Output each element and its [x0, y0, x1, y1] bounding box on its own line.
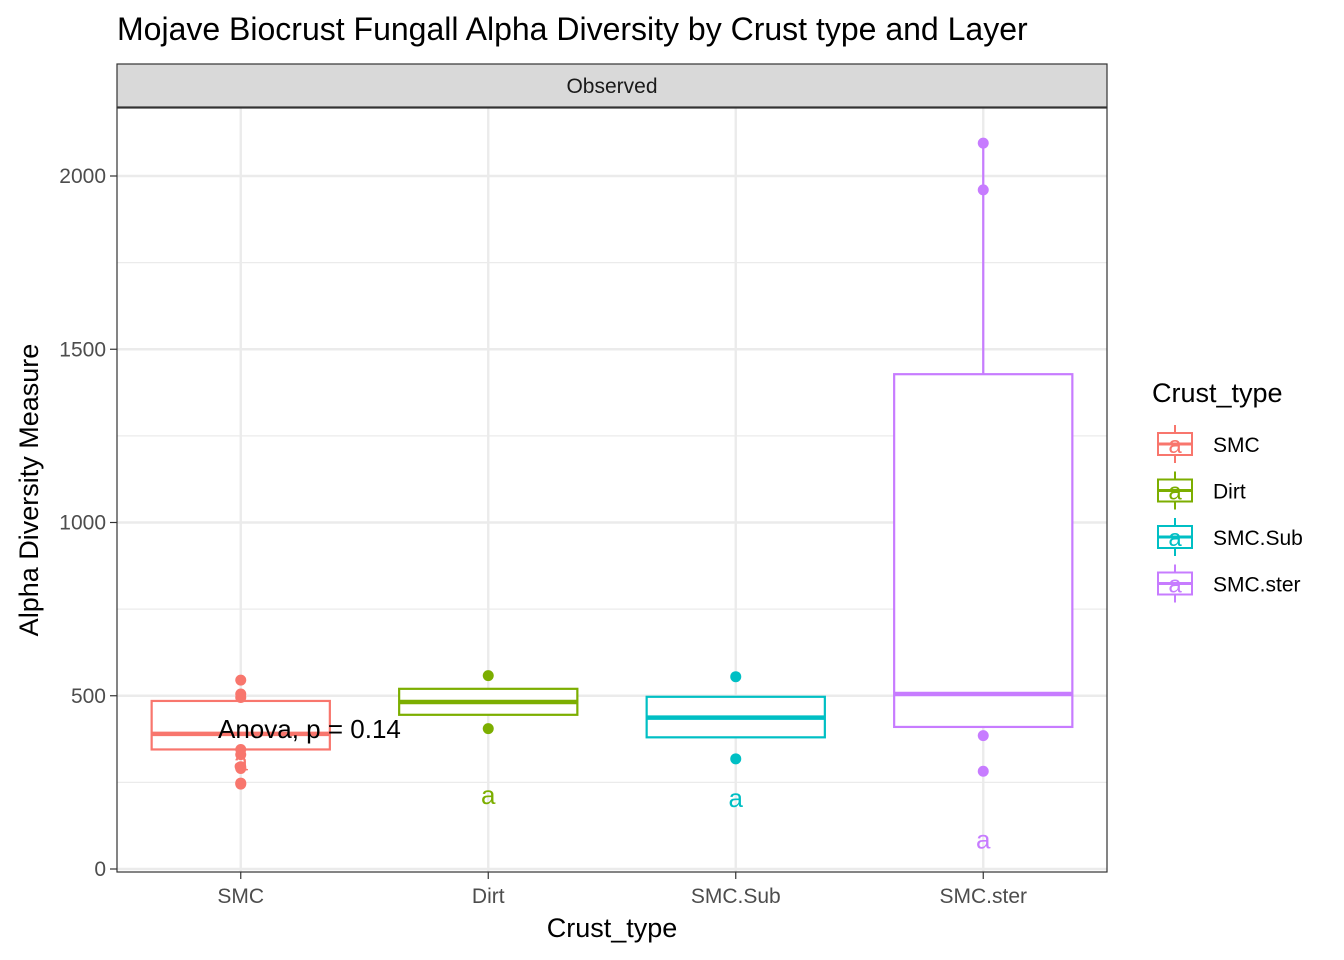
- data-point: [977, 184, 989, 196]
- x-tick-label: SMC.ster: [939, 885, 1027, 908]
- x-tick-label: Dirt: [472, 885, 505, 908]
- x-axis: SMC Dirt SMC.Sub SMC.ster: [217, 872, 1027, 908]
- legend-item: a SMC.Sub: [1157, 518, 1303, 556]
- group-letter: a: [234, 747, 249, 777]
- anova-annotation: Anova, p = 0.14: [218, 714, 401, 744]
- legend: a SMC a Dirt a SMC.Sub a SMC.ster: [1157, 425, 1303, 603]
- y-axis: 0 500 1000 1500 2000: [59, 165, 117, 881]
- data-point: [977, 730, 989, 742]
- plot-panel-border: [116, 107, 1108, 873]
- box-layer: [150, 141, 1074, 751]
- data-point: [482, 723, 494, 735]
- y-tick-label: 1000: [59, 512, 106, 535]
- y-tick-label: 2000: [59, 165, 106, 188]
- facet-label: Observed: [566, 75, 657, 98]
- x-tick-label: SMC.Sub: [691, 885, 781, 908]
- data-point: [977, 765, 989, 777]
- legend-item: a SMC.ster: [1157, 564, 1301, 603]
- box-smc-sub: [645, 695, 826, 739]
- facet-strip: [116, 63, 1108, 108]
- x-tick-label: SMC: [217, 885, 264, 908]
- legend-label: SMC: [1213, 434, 1260, 457]
- y-axis-title: Alpha Diversity Measure: [14, 344, 44, 637]
- y-tick-label: 0: [94, 858, 106, 881]
- legend-label: Dirt: [1213, 481, 1246, 504]
- legend-label: SMC.Sub: [1213, 527, 1303, 550]
- legend-label: SMC.ster: [1213, 574, 1301, 597]
- letter-layer: a a a a: [234, 747, 992, 855]
- data-point: [235, 778, 247, 790]
- data-point: [235, 749, 247, 761]
- data-point: [235, 691, 247, 703]
- box-dirt: [398, 687, 579, 716]
- data-point: [730, 753, 742, 765]
- y-tick-label: 1500: [59, 338, 106, 361]
- legend-letter: a: [1168, 525, 1182, 552]
- group-letter: a: [481, 780, 496, 810]
- data-point: [730, 671, 742, 683]
- legend-letter: a: [1168, 432, 1182, 459]
- group-letter: a: [729, 783, 744, 813]
- group-letter: a: [976, 825, 991, 855]
- data-point: [482, 670, 494, 682]
- point-layer: [235, 137, 989, 790]
- y-tick-label: 500: [71, 685, 106, 708]
- legend-letter: a: [1168, 479, 1182, 506]
- x-axis-title: Crust_type: [547, 913, 678, 943]
- legend-item: a SMC: [1157, 425, 1260, 463]
- data-point: [235, 674, 247, 686]
- box-body: [893, 373, 1074, 729]
- box-smc-ster: [893, 141, 1074, 729]
- legend-title: Crust_type: [1152, 378, 1283, 408]
- data-point: [235, 763, 247, 775]
- data-point: [977, 137, 989, 149]
- legend-item: a Dirt: [1157, 471, 1246, 510]
- chart-title: Mojave Biocrust Fungall Alpha Diversity …: [117, 11, 1028, 47]
- legend-letter: a: [1168, 572, 1182, 599]
